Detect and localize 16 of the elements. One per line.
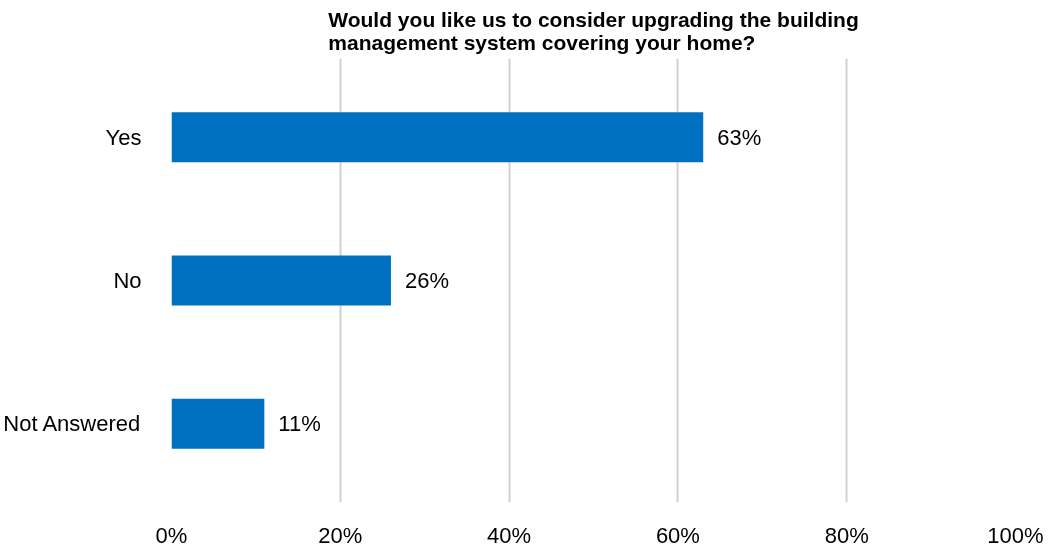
- y-tick-label: No: [113, 268, 142, 293]
- x-tick-label: 40%: [487, 522, 532, 548]
- y-tick-label: Yes: [105, 124, 142, 150]
- data-label: 63%: [717, 124, 762, 150]
- x-tick-label: 80%: [824, 522, 869, 548]
- y-tick-label: Not Answered: [3, 411, 141, 437]
- data-label: 26%: [404, 268, 449, 293]
- x-tick-label: 100%: [987, 522, 1044, 548]
- bar: [171, 398, 265, 449]
- x-tick-label: 20%: [318, 522, 363, 548]
- chart-title: Would you like us to consider upgrading the building management system covering your home?: [328, 7, 859, 54]
- data-label: 11%: [278, 411, 321, 437]
- bar: [171, 255, 391, 306]
- bar: [171, 112, 704, 163]
- x-tick-label: 60%: [655, 522, 700, 548]
- x-tick-label: 0%: [155, 522, 188, 548]
